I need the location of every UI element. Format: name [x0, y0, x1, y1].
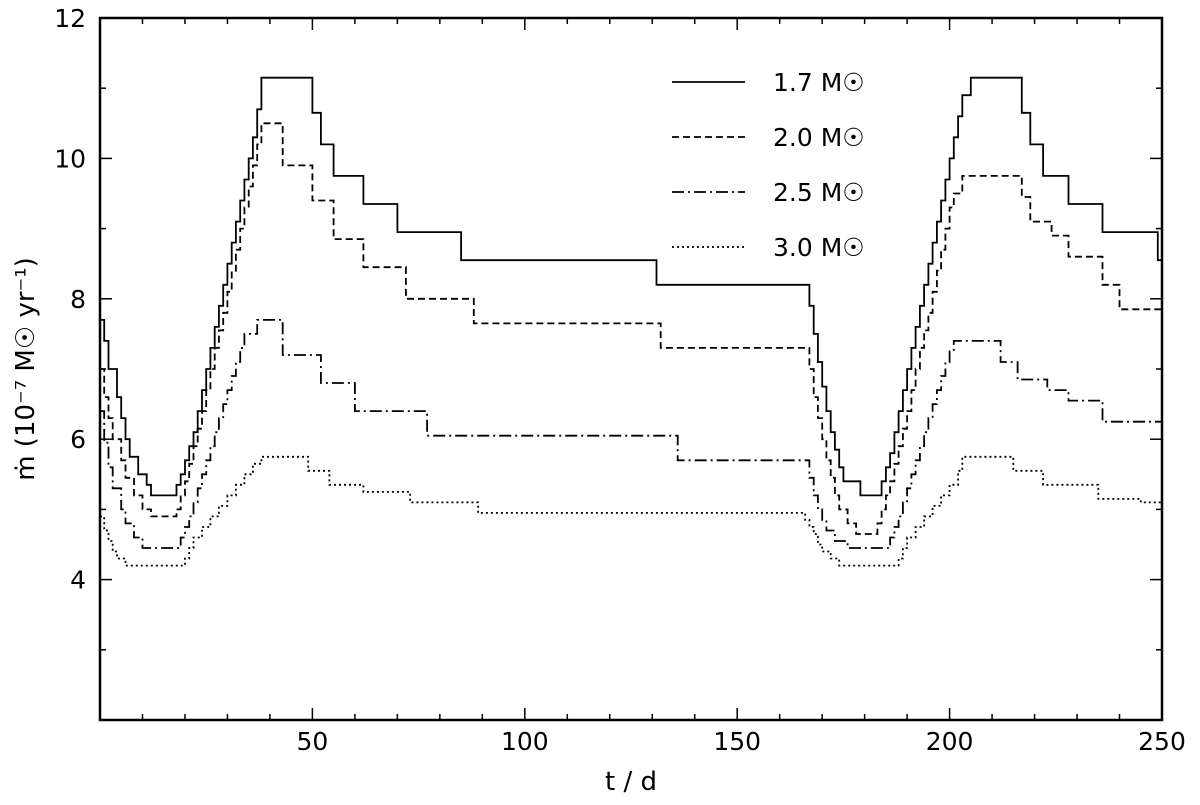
y-tick-label: 6	[70, 425, 86, 454]
y-axis-label: ṁ (10⁻⁷ M☉ yr⁻¹)	[11, 257, 41, 481]
x-axis-label: t / d	[605, 767, 657, 797]
legend-label-3: 2.5 M☉	[773, 178, 865, 207]
x-tick-label: 150	[713, 727, 761, 756]
y-tick-label: 10	[54, 144, 86, 173]
y-tick-label: 8	[70, 285, 86, 314]
series-line-2	[100, 122, 1162, 535]
y-tick-label: 12	[54, 4, 86, 33]
legend: 1.7 M☉ 2.0 M☉ 2.5 M☉ 3.0 M☉	[672, 68, 865, 262]
axis-ticks	[100, 18, 1162, 720]
series-layer	[100, 76, 1163, 567]
legend-label-4: 3.0 M☉	[773, 233, 865, 262]
y-tick-label: 4	[70, 566, 86, 595]
x-tick-label: 250	[1138, 727, 1186, 756]
series-line-4	[100, 455, 1162, 567]
tick-labels: 50 100 150 200 250 4 6 8 10 12	[54, 4, 1186, 756]
series-line-3	[100, 319, 1163, 549]
series-line-1	[100, 76, 1162, 497]
x-tick-label: 50	[296, 727, 328, 756]
x-tick-label: 100	[501, 727, 549, 756]
plot-frame	[98, 16, 1164, 722]
legend-label-1: 1.7 M☉	[773, 68, 865, 97]
legend-label-2: 2.0 M☉	[773, 123, 865, 152]
x-tick-label: 200	[926, 727, 974, 756]
